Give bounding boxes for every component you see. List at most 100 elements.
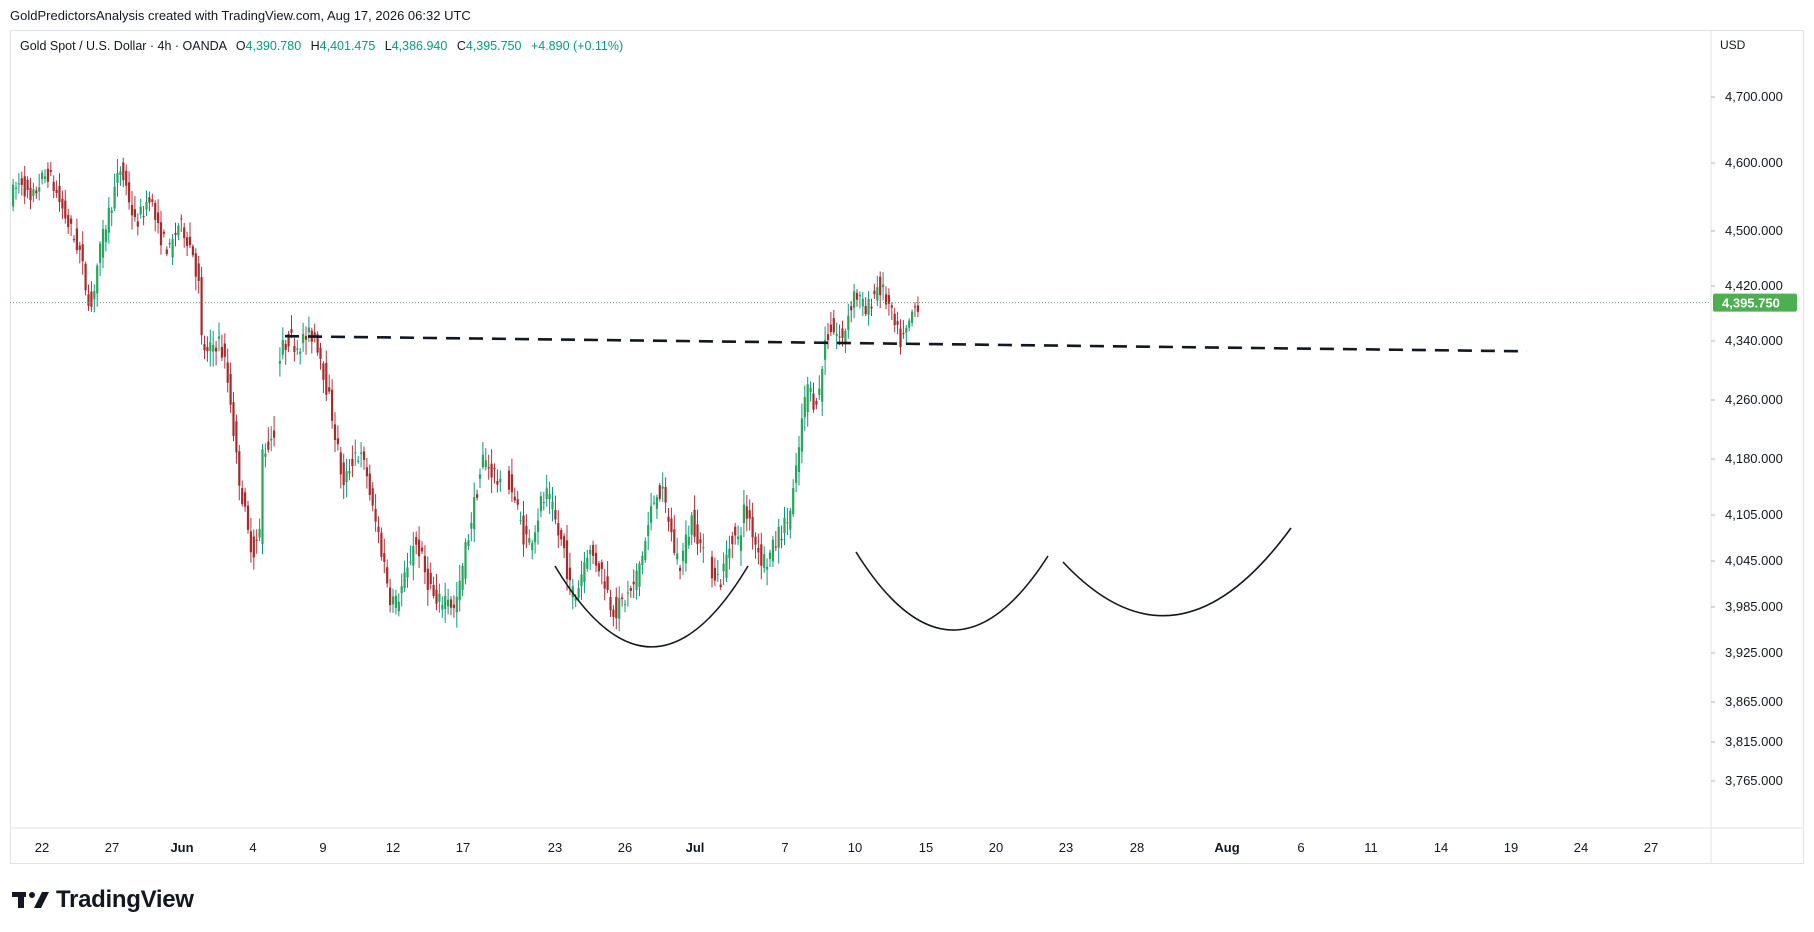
- candle-body: [296, 348, 299, 350]
- candle-body: [745, 506, 748, 519]
- candle-body: [238, 451, 241, 486]
- candle-body: [133, 209, 136, 218]
- tradingview-logo-icon: [12, 892, 49, 908]
- candle-body: [577, 587, 580, 599]
- candle-body: [916, 305, 919, 312]
- candle-body: [93, 291, 96, 300]
- candle-body: [162, 231, 165, 234]
- middle-bowl-arc[interactable]: [855, 551, 1049, 631]
- candle-body: [899, 328, 902, 348]
- candle-body: [64, 200, 67, 219]
- candle-body: [72, 239, 76, 241]
- candle-body: [626, 592, 629, 594]
- candle-body: [142, 216, 145, 218]
- candle-body: [824, 340, 827, 360]
- candle-body: [441, 604, 444, 610]
- candle-body: [52, 181, 55, 191]
- right-bowl-arc[interactable]: [1062, 527, 1292, 617]
- candle-body: [157, 212, 160, 224]
- candle-body: [490, 463, 493, 478]
- candle-body: [333, 424, 337, 440]
- candle-body: [473, 497, 476, 530]
- candle-body: [844, 330, 847, 345]
- y-tick-label: 4,045.000: [1725, 553, 1783, 568]
- candle-body: [122, 162, 125, 181]
- candle-body: [568, 567, 571, 581]
- candle-body: [426, 568, 429, 590]
- candle-body: [536, 520, 540, 532]
- candle-body: [786, 522, 789, 524]
- candle-body: [357, 460, 360, 462]
- candle-body: [432, 585, 435, 596]
- left-bowl-arc[interactable]: [554, 565, 749, 648]
- y-tick-label: 3,765.000: [1725, 773, 1783, 788]
- high-label: H: [310, 39, 320, 53]
- candle-body: [412, 545, 415, 566]
- candle-body: [197, 263, 200, 281]
- y-tick-label: 4,420.000: [1725, 278, 1783, 293]
- candle-body: [684, 534, 687, 564]
- candle-body: [563, 536, 566, 549]
- candle-body: [751, 516, 754, 538]
- candle-body: [806, 384, 809, 412]
- candle-body: [188, 236, 192, 246]
- candle-body: [420, 547, 424, 552]
- chart-frame: [10, 30, 1804, 864]
- candle-body: [754, 536, 757, 545]
- candle-body: [873, 290, 876, 295]
- candle-body: [658, 485, 661, 499]
- candle-body: [565, 540, 569, 580]
- candle-body: [635, 570, 638, 590]
- candle-body: [130, 205, 134, 216]
- close-value: 4,395.750: [465, 39, 522, 53]
- x-tick-label: Aug: [1214, 840, 1239, 855]
- candle-body: [542, 502, 545, 504]
- candle-body: [902, 333, 905, 335]
- candle-body: [78, 245, 81, 250]
- candle-body: [589, 549, 592, 555]
- candle-body: [423, 555, 426, 573]
- candle-body: [128, 182, 131, 203]
- x-tick-label: 9: [319, 840, 326, 855]
- candle-body: [26, 179, 29, 191]
- candle-body: [354, 452, 357, 454]
- candle-body: [548, 493, 551, 500]
- candle-body: [609, 597, 612, 611]
- candle-body: [832, 318, 835, 333]
- candle-body: [710, 556, 714, 579]
- candle-body: [249, 531, 252, 553]
- candle-body: [879, 276, 882, 296]
- candle-body: [884, 294, 888, 305]
- candle-body: [623, 604, 627, 606]
- y-tick-label: 4,260.000: [1725, 392, 1783, 407]
- x-tick-label: 14: [1434, 840, 1448, 855]
- candle-body: [186, 237, 189, 246]
- symbol-legend[interactable]: Gold Spot / U.S. Dollar · 4h · OANDA O4,…: [20, 39, 623, 53]
- candle-body: [67, 214, 70, 228]
- x-tick-label: Jun: [170, 840, 193, 855]
- candle-body: [661, 486, 664, 489]
- candle-body: [278, 360, 281, 364]
- x-tick-label: 20: [989, 840, 1003, 855]
- candle-body: [580, 574, 583, 587]
- currency-button[interactable]: USD: [1720, 38, 1746, 52]
- candle-body: [858, 294, 861, 297]
- candle-body: [731, 535, 734, 545]
- candle-body: [206, 346, 209, 352]
- x-tick-label: 19: [1504, 840, 1518, 855]
- candle-body: [180, 218, 183, 220]
- candle-body: [815, 400, 818, 405]
- candle-body: [612, 609, 615, 618]
- tradingview-logo[interactable]: TradingView: [12, 886, 194, 914]
- x-tick-label: 26: [618, 840, 632, 855]
- candle-body: [821, 369, 824, 402]
- x-tick-label: 6: [1297, 840, 1304, 855]
- neckline-dashed[interactable]: [284, 334, 1528, 353]
- candle-body: [525, 525, 528, 535]
- candle-body: [139, 206, 142, 215]
- x-tick-label: 28: [1130, 840, 1144, 855]
- y-tick-label: 4,180.000: [1725, 451, 1783, 466]
- candle-body: [165, 249, 168, 255]
- candle-body: [336, 438, 339, 445]
